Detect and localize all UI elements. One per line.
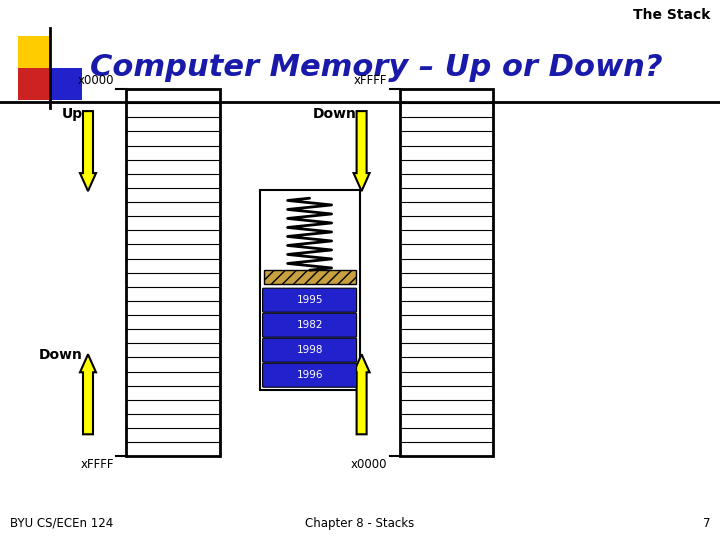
Text: Chapter 8 - Stacks: Chapter 8 - Stacks xyxy=(305,517,415,530)
FancyArrow shape xyxy=(80,354,96,434)
FancyArrow shape xyxy=(80,111,96,191)
Text: x0000: x0000 xyxy=(351,458,387,471)
Text: The Stack: The Stack xyxy=(633,8,710,22)
Text: xFFFF: xFFFF xyxy=(354,74,387,87)
Bar xyxy=(400,89,493,456)
Text: Up: Up xyxy=(336,348,356,362)
Bar xyxy=(260,190,359,390)
Text: 1982: 1982 xyxy=(297,320,323,330)
FancyBboxPatch shape xyxy=(263,338,356,362)
Text: Down: Down xyxy=(39,348,83,362)
FancyArrow shape xyxy=(354,354,369,434)
Text: 1995: 1995 xyxy=(297,295,323,305)
FancyBboxPatch shape xyxy=(263,363,356,387)
Text: Up: Up xyxy=(62,107,83,121)
Bar xyxy=(126,89,220,456)
FancyBboxPatch shape xyxy=(263,313,356,337)
Text: x0000: x0000 xyxy=(78,74,114,87)
Bar xyxy=(50,68,82,100)
Bar xyxy=(264,270,356,284)
FancyBboxPatch shape xyxy=(263,288,356,312)
Bar xyxy=(18,36,50,68)
Text: 1996: 1996 xyxy=(297,370,323,380)
Text: xFFFF: xFFFF xyxy=(81,458,114,471)
Text: BYU CS/ECEn 124: BYU CS/ECEn 124 xyxy=(10,517,113,530)
Text: Computer Memory – Up or Down?: Computer Memory – Up or Down? xyxy=(90,53,662,83)
Text: 1998: 1998 xyxy=(297,345,323,355)
FancyArrow shape xyxy=(354,111,369,191)
Text: Down: Down xyxy=(312,107,356,121)
Text: 7: 7 xyxy=(703,517,710,530)
Bar xyxy=(18,68,50,100)
